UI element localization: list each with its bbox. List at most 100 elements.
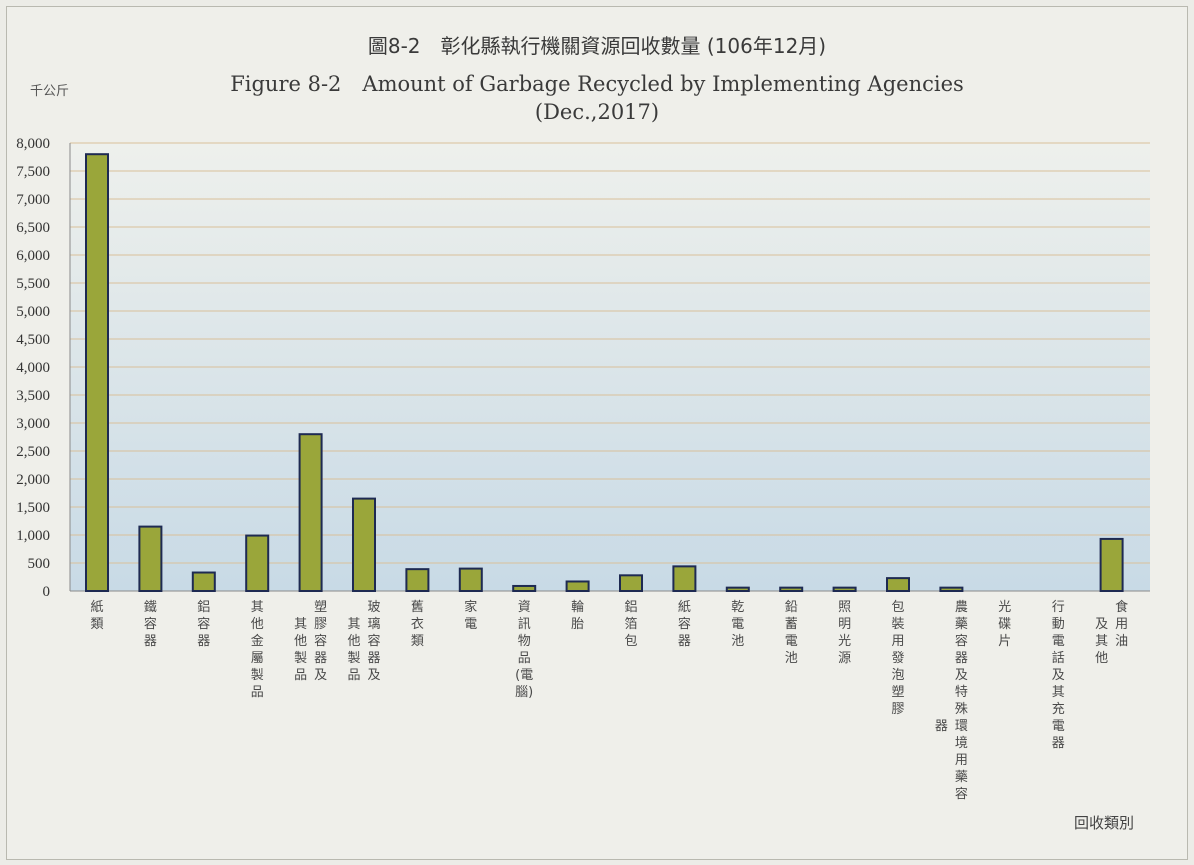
y-tick-label: 3,000 [16,416,50,432]
x-category-label-char: 及 [1095,617,1108,632]
x-category-label-char: 特 [955,685,968,700]
x-category-label-char: 訊 [518,617,531,632]
x-category-label-char: 動 [1052,617,1065,632]
x-category-label-char: 及 [367,668,380,683]
x-category-label-char: 其 [1095,634,1108,649]
y-tick-label: 2,000 [16,472,50,488]
x-category-label-char: 電 [1052,634,1065,649]
x-category-label-char: 話 [1052,650,1065,666]
bar [939,586,964,593]
x-category-label-char: 用 [1115,617,1128,632]
bar [352,497,376,593]
bar [832,586,857,593]
bar [405,568,430,592]
x-category-label-char: 殊 [955,702,968,717]
y-tick-label: 6,500 [16,220,50,236]
x-category-label-char: 電 [731,617,744,632]
x-category-label-char: 胎 [571,617,584,632]
x-category-label-char: 容 [314,633,327,649]
y-axis-unit-label: 千公斤 [30,84,70,99]
x-category-label-char: 碟 [998,617,1011,632]
x-category-label-char: 製 [251,668,264,683]
x-category-label-char: 容 [367,633,380,649]
x-category-label-char: 他 [1095,651,1108,666]
x-category-label-char: 類 [90,617,103,632]
y-tick-label: 500 [28,556,51,572]
bar [1099,537,1124,592]
bar [85,153,109,592]
x-category-label-char: 資 [518,600,531,615]
x-category-label-char: 乾 [731,600,744,615]
x-category-label-char: 器 [314,651,327,666]
y-tick-label: 8,000 [16,136,50,152]
x-category-label-char: 池 [731,634,744,649]
bar [886,577,910,592]
x-category-label-char: 藥 [955,617,968,632]
x-category-label-char: 塑 [314,600,327,615]
x-category-label-char: 境 [955,736,968,751]
y-tick-label: 0 [43,584,51,600]
x-category-label-char: 腦) [515,685,533,700]
x-category-label-char: 明 [838,617,851,632]
x-category-label-char: 食 [1115,599,1128,615]
x-category-label-char: 電 [785,634,798,649]
bar [298,433,323,593]
x-category-label-char: 他 [294,634,307,649]
y-tick-label: 4,000 [16,360,50,376]
x-category-label-char: 玻 [367,600,380,615]
x-category-label-char: 源 [838,651,851,666]
chart-title-date: (Dec.,2017) [534,100,660,124]
x-category-label-char: 器 [367,651,380,666]
x-category-label-char: 泡 [891,668,904,683]
bar [138,525,163,592]
y-tick-label: 3,500 [16,388,50,404]
x-category-label-char: 其 [347,617,360,632]
x-category-label-char: 鉛 [785,600,798,615]
x-category-label-char: 光 [998,600,1011,615]
x-category-label-char: 用 [891,634,904,649]
y-tick-label: 6,000 [16,248,50,264]
x-category-label-char: 及 [955,668,968,683]
x-category-label-char: 鋁 [624,600,637,615]
bar [672,565,697,592]
x-category-label-char: 器 [678,634,691,649]
y-tick-label: 4,500 [16,332,50,348]
x-category-label-char: 製 [347,651,360,666]
x-category-label-char: 輪 [571,599,584,615]
x-category-label-char: 包 [891,600,904,615]
x-category-label-char: 鐵 [144,599,157,615]
x-category-label-char: 藥 [955,770,968,785]
bar [512,584,537,593]
y-tick-label: 7,000 [16,192,50,208]
x-category-label-char: 箔 [624,616,637,632]
bar [245,534,270,592]
x-category-label-char: 包 [624,634,637,649]
x-axis-title: 回收類別 [1074,814,1135,832]
x-category-label-char: 類 [411,634,424,649]
x-category-label-char: 膠 [314,617,327,632]
x-category-label-char: 光 [838,634,851,649]
y-tick-label: 5,500 [16,276,50,292]
x-category-label-char: 紙 [90,600,103,615]
x-category-label-char: 器 [935,719,948,734]
x-category-label-char: 及 [1052,668,1065,683]
x-category-label-char: 環 [955,719,968,734]
bar [619,574,643,593]
bar [779,586,804,593]
bar [565,580,590,592]
x-category-label-char: 充 [1052,701,1065,717]
x-category-label-char: 用 [955,753,968,768]
x-category-label-char: 電 [464,617,477,632]
x-category-label-char: 舊 [411,600,424,615]
chart-title-chinese: 圖8-2 彰化縣執行機關資源回收數量 (106年12月) [367,34,827,58]
x-category-label-char: 器 [144,634,157,649]
bar [191,571,216,593]
x-category-label-char: 其 [294,617,307,632]
x-category-label-char: 裝 [891,617,904,632]
x-category-label-char: 其 [251,600,264,615]
x-category-label-char: 農 [955,600,968,615]
x-category-label-char: 器 [1052,736,1065,751]
x-category-label-char: 油 [1115,634,1128,649]
x-category-label-char: 容 [678,616,691,632]
